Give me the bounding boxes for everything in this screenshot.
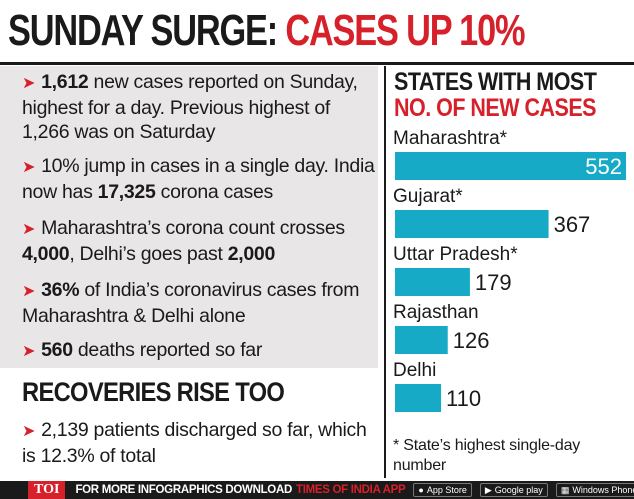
toi-logo: TOI xyxy=(28,481,66,499)
bullet-value: 560 xyxy=(41,339,73,361)
bar xyxy=(395,152,626,180)
play-icon: ▶ xyxy=(484,484,492,495)
windows-icon: ▦ xyxy=(560,484,570,495)
bar xyxy=(395,268,470,296)
bar-chart: Maharashtra* 552 Gujarat* 367 Uttar Pradesh*… xyxy=(393,128,626,412)
arrow-icon: ➤ xyxy=(22,423,36,440)
headline: SUNDAY SURGE: CASES UP 10% xyxy=(8,2,526,62)
bullet-text: of India’s coronavirus cases from Mahara… xyxy=(22,279,360,327)
category-label: Delhi xyxy=(393,360,436,381)
recoveries-body: 2,139 patients discharged so far, which … xyxy=(22,419,367,467)
value-label: 552 xyxy=(585,154,622,179)
headline-part2: CASES UP 10% xyxy=(285,6,525,55)
value-label: 126 xyxy=(453,328,490,353)
footer-banner: TOI FOR MORE INFOGRAPHICS DOWNLOAD TIMES… xyxy=(0,481,634,499)
column-divider xyxy=(384,66,386,478)
category-label: Uttar Pradesh* xyxy=(393,244,518,265)
app-store-badge[interactable]: ● App Store xyxy=(413,483,472,497)
arrow-icon: ➤ xyxy=(22,159,36,176)
bullet-text: corona cases xyxy=(155,181,274,203)
bullet-maharashtra-delhi: ➤ Maharashtra’s corona count crosses 4,00… xyxy=(22,216,378,266)
bullet-value: 17,325 xyxy=(97,181,156,203)
bar xyxy=(395,326,448,354)
value-label: 367 xyxy=(554,212,591,237)
arrow-icon: ➤ xyxy=(22,75,36,92)
chart-title-line1: STATES WITH MOST xyxy=(394,68,597,96)
category-label: Gujarat* xyxy=(393,186,463,207)
recoveries-title: RECOVERIES RISE TOO xyxy=(22,377,285,407)
recoveries-text: ➤ 2,139 patients discharged so far, which… xyxy=(22,418,378,468)
chart-title-line2: NO. OF NEW CASES xyxy=(394,94,596,122)
store-label: App Store xyxy=(426,485,467,495)
headline-part1: SUNDAY SURGE: xyxy=(8,6,278,55)
bullet-value: 4,000 xyxy=(22,243,70,265)
value-label: 179 xyxy=(475,270,512,295)
windows-phone-badge[interactable]: ▦ Windows Phone xyxy=(555,483,634,497)
category-label: Rajasthan xyxy=(393,302,479,323)
arrow-icon: ➤ xyxy=(22,221,36,238)
bullet-text: , Delhi’s goes past xyxy=(69,243,228,265)
bar xyxy=(395,384,442,412)
apple-icon: ● xyxy=(418,485,424,495)
footnote: * State’s highest single-day number xyxy=(393,437,581,474)
bullet-new-cases: ➤ 1,612 new cases reported on Sunday, hig… xyxy=(22,70,378,144)
value-label: 110 xyxy=(446,386,481,411)
bullet-text: Maharashtra’s corona count crosses xyxy=(41,217,345,239)
bullet-share: ➤ 36% of India’s coronavirus cases from M… xyxy=(22,278,378,328)
bullet-value: 2,000 xyxy=(227,243,276,265)
facts-panel xyxy=(0,66,378,368)
bullet-jump: ➤ 10% jump in cases in a single day. Indi… xyxy=(22,154,378,204)
bullet-value: 1,612 xyxy=(41,71,89,93)
bullet-text: new cases reported on Sunday, highest fo… xyxy=(22,71,358,143)
bullet-value: 36% xyxy=(41,279,80,301)
footer-text: FOR MORE INFOGRAPHICS DOWNLOAD xyxy=(75,484,292,496)
bullet-text: 10% jump in cases in a single day. India… xyxy=(22,155,375,203)
bar xyxy=(395,210,549,238)
footer-brand: TIMES OF INDIA APP xyxy=(295,484,406,496)
bullet-text: deaths reported so far xyxy=(72,339,263,361)
category-label: Maharashtra* xyxy=(393,128,508,149)
google-play-badge[interactable]: ▶ Google play xyxy=(479,483,548,497)
arrow-icon: ➤ xyxy=(22,343,36,360)
bullet-deaths: ➤ 560 deaths reported so far xyxy=(22,338,378,364)
store-label: Windows Phone xyxy=(572,485,634,495)
top-rule xyxy=(0,62,634,65)
store-label: Google play xyxy=(494,485,543,495)
arrow-icon: ➤ xyxy=(22,283,36,300)
